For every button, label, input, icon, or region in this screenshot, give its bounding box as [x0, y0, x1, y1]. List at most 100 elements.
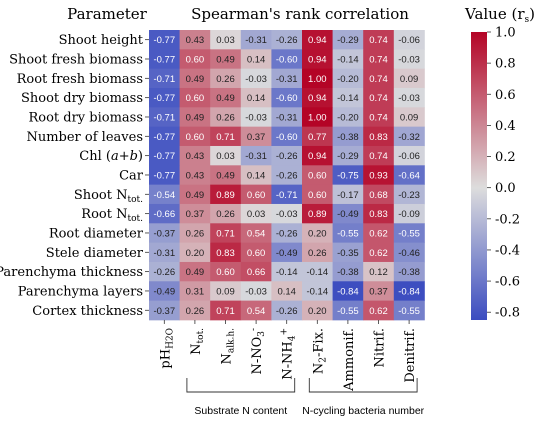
heatmap-cell — [149, 261, 180, 282]
cell-value: 0.26 — [216, 74, 235, 85]
heatmap-cell — [149, 223, 180, 244]
colorbar: 1.0 0.8 0.6 0.4 0.2 0.0 -0.2 -0.4 -0.6 -0.8 — [471, 26, 520, 321]
cell-value: 0.20 — [308, 228, 327, 239]
heatmap-cell — [393, 281, 425, 302]
cell-value: 0.94 — [308, 93, 327, 104]
cell-value: -0.60 — [276, 93, 298, 104]
row-label: Root Ntot. — [81, 207, 143, 224]
cell-value: -0.55 — [337, 306, 359, 317]
cell-value: 0.49 — [216, 93, 235, 104]
cell-value: 0.37 — [369, 286, 388, 297]
heatmap-cell — [363, 87, 395, 108]
heatmap-cell — [271, 107, 303, 128]
cell-value: 0.26 — [186, 306, 205, 317]
heatmap-cell — [149, 30, 180, 50]
cell-value: -0.29 — [337, 151, 359, 162]
heatmap-cell — [179, 30, 211, 50]
cell-value: -0.23 — [398, 190, 420, 201]
cell-value: 0.14 — [247, 170, 266, 181]
cell-value: 0.60 — [308, 190, 327, 201]
heatmap-cell — [393, 68, 425, 89]
cell-value: -0.26 — [276, 228, 298, 239]
heatmap-cell — [179, 261, 211, 282]
heatmap-cell — [179, 107, 211, 128]
cell-value: -0.20 — [337, 74, 359, 85]
cell-value: 0.03 — [247, 209, 266, 220]
cell-value: -0.84 — [398, 286, 420, 297]
cell-value: 0.12 — [369, 267, 388, 278]
cell-value: -0.77 — [153, 93, 175, 104]
heatmap-cell — [363, 261, 395, 282]
cell-value: 0.03 — [216, 35, 235, 46]
heatmap-cell — [179, 223, 211, 244]
heatmap-cell — [363, 242, 395, 263]
cell-value: 0.26 — [216, 209, 235, 220]
cell-value: -0.38 — [337, 267, 359, 278]
heatmap-cell — [210, 107, 242, 128]
cell-value: 0.60 — [216, 267, 235, 278]
cell-value: -0.60 — [276, 54, 298, 65]
heatmap-cell — [240, 261, 272, 282]
heatmap-cell — [149, 300, 180, 321]
cell-value: -0.37 — [153, 306, 175, 317]
heatmap-cell — [332, 203, 364, 224]
cell-value: -0.06 — [398, 151, 420, 162]
cell-value: 0.26 — [186, 228, 205, 239]
cell-value: 0.26 — [308, 248, 327, 259]
heatmap-cell — [240, 242, 272, 263]
heatmap-cell — [179, 281, 211, 302]
cell-value: -0.71 — [153, 112, 175, 123]
cell-value: -0.77 — [153, 54, 175, 65]
heatmap-cell — [149, 68, 180, 89]
group-label: N-cycling bacteria number — [302, 405, 424, 417]
cell-value: 0.49 — [216, 170, 235, 181]
cell-value: -0.84 — [337, 286, 359, 297]
heatmap-cell — [302, 261, 333, 282]
row-label: Root dry biomass — [28, 110, 143, 125]
heatmap-cell — [179, 87, 211, 108]
cell-value: 0.83 — [216, 248, 235, 259]
heatmap-cell — [302, 223, 333, 244]
cell-value: 0.83 — [369, 209, 388, 220]
cell-value: 0.71 — [216, 132, 235, 143]
heatmap-cell — [149, 145, 180, 166]
heatmap-cell — [363, 30, 395, 50]
cell-value: 0.49 — [186, 112, 205, 123]
heatmap-cell — [332, 30, 364, 50]
cell-value: -0.71 — [153, 74, 175, 85]
colorbar-label: Value (rs) — [464, 5, 535, 25]
cell-value: 0.71 — [216, 306, 235, 317]
heatmap-cell — [332, 145, 364, 166]
heatmap-cell — [149, 184, 180, 205]
cell-value: 0.94 — [308, 151, 327, 162]
heatmap-cell — [393, 165, 425, 186]
row-label: Root diameter — [49, 226, 144, 241]
column-label: N-NH4+ — [280, 328, 298, 380]
cell-value: -0.77 — [153, 170, 175, 181]
row-label: Number of leaves — [26, 130, 143, 145]
cell-value: -0.26 — [153, 267, 175, 278]
heatmap-cell — [393, 203, 425, 224]
cell-value: -0.14 — [306, 286, 328, 297]
heatmap-cell — [179, 126, 211, 147]
cell-value: -0.55 — [398, 228, 420, 239]
heatmap-cell — [210, 242, 242, 263]
heatmap-cell — [393, 300, 425, 321]
cell-value: 0.74 — [369, 35, 388, 46]
heatmap-cell — [179, 300, 211, 321]
heatmap-cell — [149, 49, 180, 70]
cell-value: 0.43 — [186, 170, 205, 181]
cell-value: -0.06 — [398, 35, 420, 46]
heatmap-cell — [240, 30, 272, 50]
colorbar-tick-label: 0.0 — [495, 181, 516, 196]
column-label: Denitrif. — [403, 328, 418, 383]
cell-value: -0.46 — [398, 248, 420, 259]
cell-value: 0.09 — [216, 286, 235, 297]
heatmap-cell — [179, 184, 211, 205]
cell-value: 0.89 — [216, 190, 235, 201]
heatmap-cell — [149, 242, 180, 263]
cell-value: 0.68 — [369, 190, 388, 201]
heatmap-cell — [302, 87, 333, 108]
cell-value: 0.20 — [186, 248, 205, 259]
